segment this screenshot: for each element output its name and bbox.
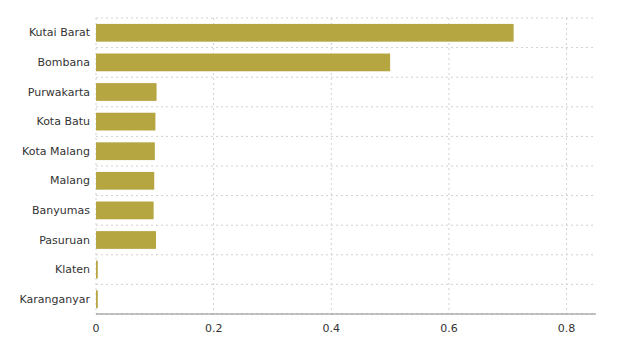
x-tick-label: 0.2 [205, 322, 223, 335]
bar [96, 261, 98, 279]
x-tick-label: 0.4 [323, 322, 341, 335]
y-tick-label: Kota Batu [36, 115, 90, 128]
row-separator [96, 136, 596, 137]
chart-svg: 0 0.2 0.4 0.6 0.8 Karanganyar Klaten Pasuruan Ba… [0, 0, 620, 348]
row-separator [96, 254, 596, 255]
x-tick-label: 0.8 [558, 322, 576, 335]
row-separator [96, 314, 596, 315]
row-separator [96, 18, 596, 19]
y-tick-label: Bombana [38, 56, 90, 69]
bar [96, 113, 155, 131]
row-separator [96, 106, 596, 107]
row-separator [96, 47, 596, 48]
bar [96, 24, 514, 42]
y-tick-label: Pasuruan [39, 234, 90, 247]
x-tick-label: 0.6 [440, 322, 458, 335]
y-tick-label: Klaten [55, 263, 90, 276]
y-tick-label: Karanganyar [20, 293, 91, 306]
bar [96, 231, 156, 249]
bar [96, 83, 157, 101]
row-separator [96, 195, 596, 196]
y-tick-label: Kota Malang [22, 145, 90, 158]
y-tick-label: Banyumas [32, 204, 90, 217]
y-tick-label: Purwakarta [28, 86, 90, 99]
row-separator [96, 225, 596, 226]
chart-container: 0 0.2 0.4 0.6 0.8 Karanganyar Klaten Pasuruan Ba… [0, 0, 620, 348]
grid [96, 18, 596, 314]
row-separator [96, 77, 596, 78]
bar [96, 290, 98, 308]
bar [96, 172, 154, 190]
bars [96, 24, 514, 308]
grid-line [448, 18, 449, 314]
bar [96, 54, 390, 72]
y-tick-label: Kutai Barat [29, 26, 91, 39]
x-axis-line [96, 314, 596, 315]
y-tick-label: Malang [50, 174, 90, 187]
bar [96, 202, 154, 220]
bar [96, 142, 155, 160]
x-tick-label: 0 [93, 322, 100, 335]
row-separator [96, 284, 596, 285]
row-separator [96, 166, 596, 167]
